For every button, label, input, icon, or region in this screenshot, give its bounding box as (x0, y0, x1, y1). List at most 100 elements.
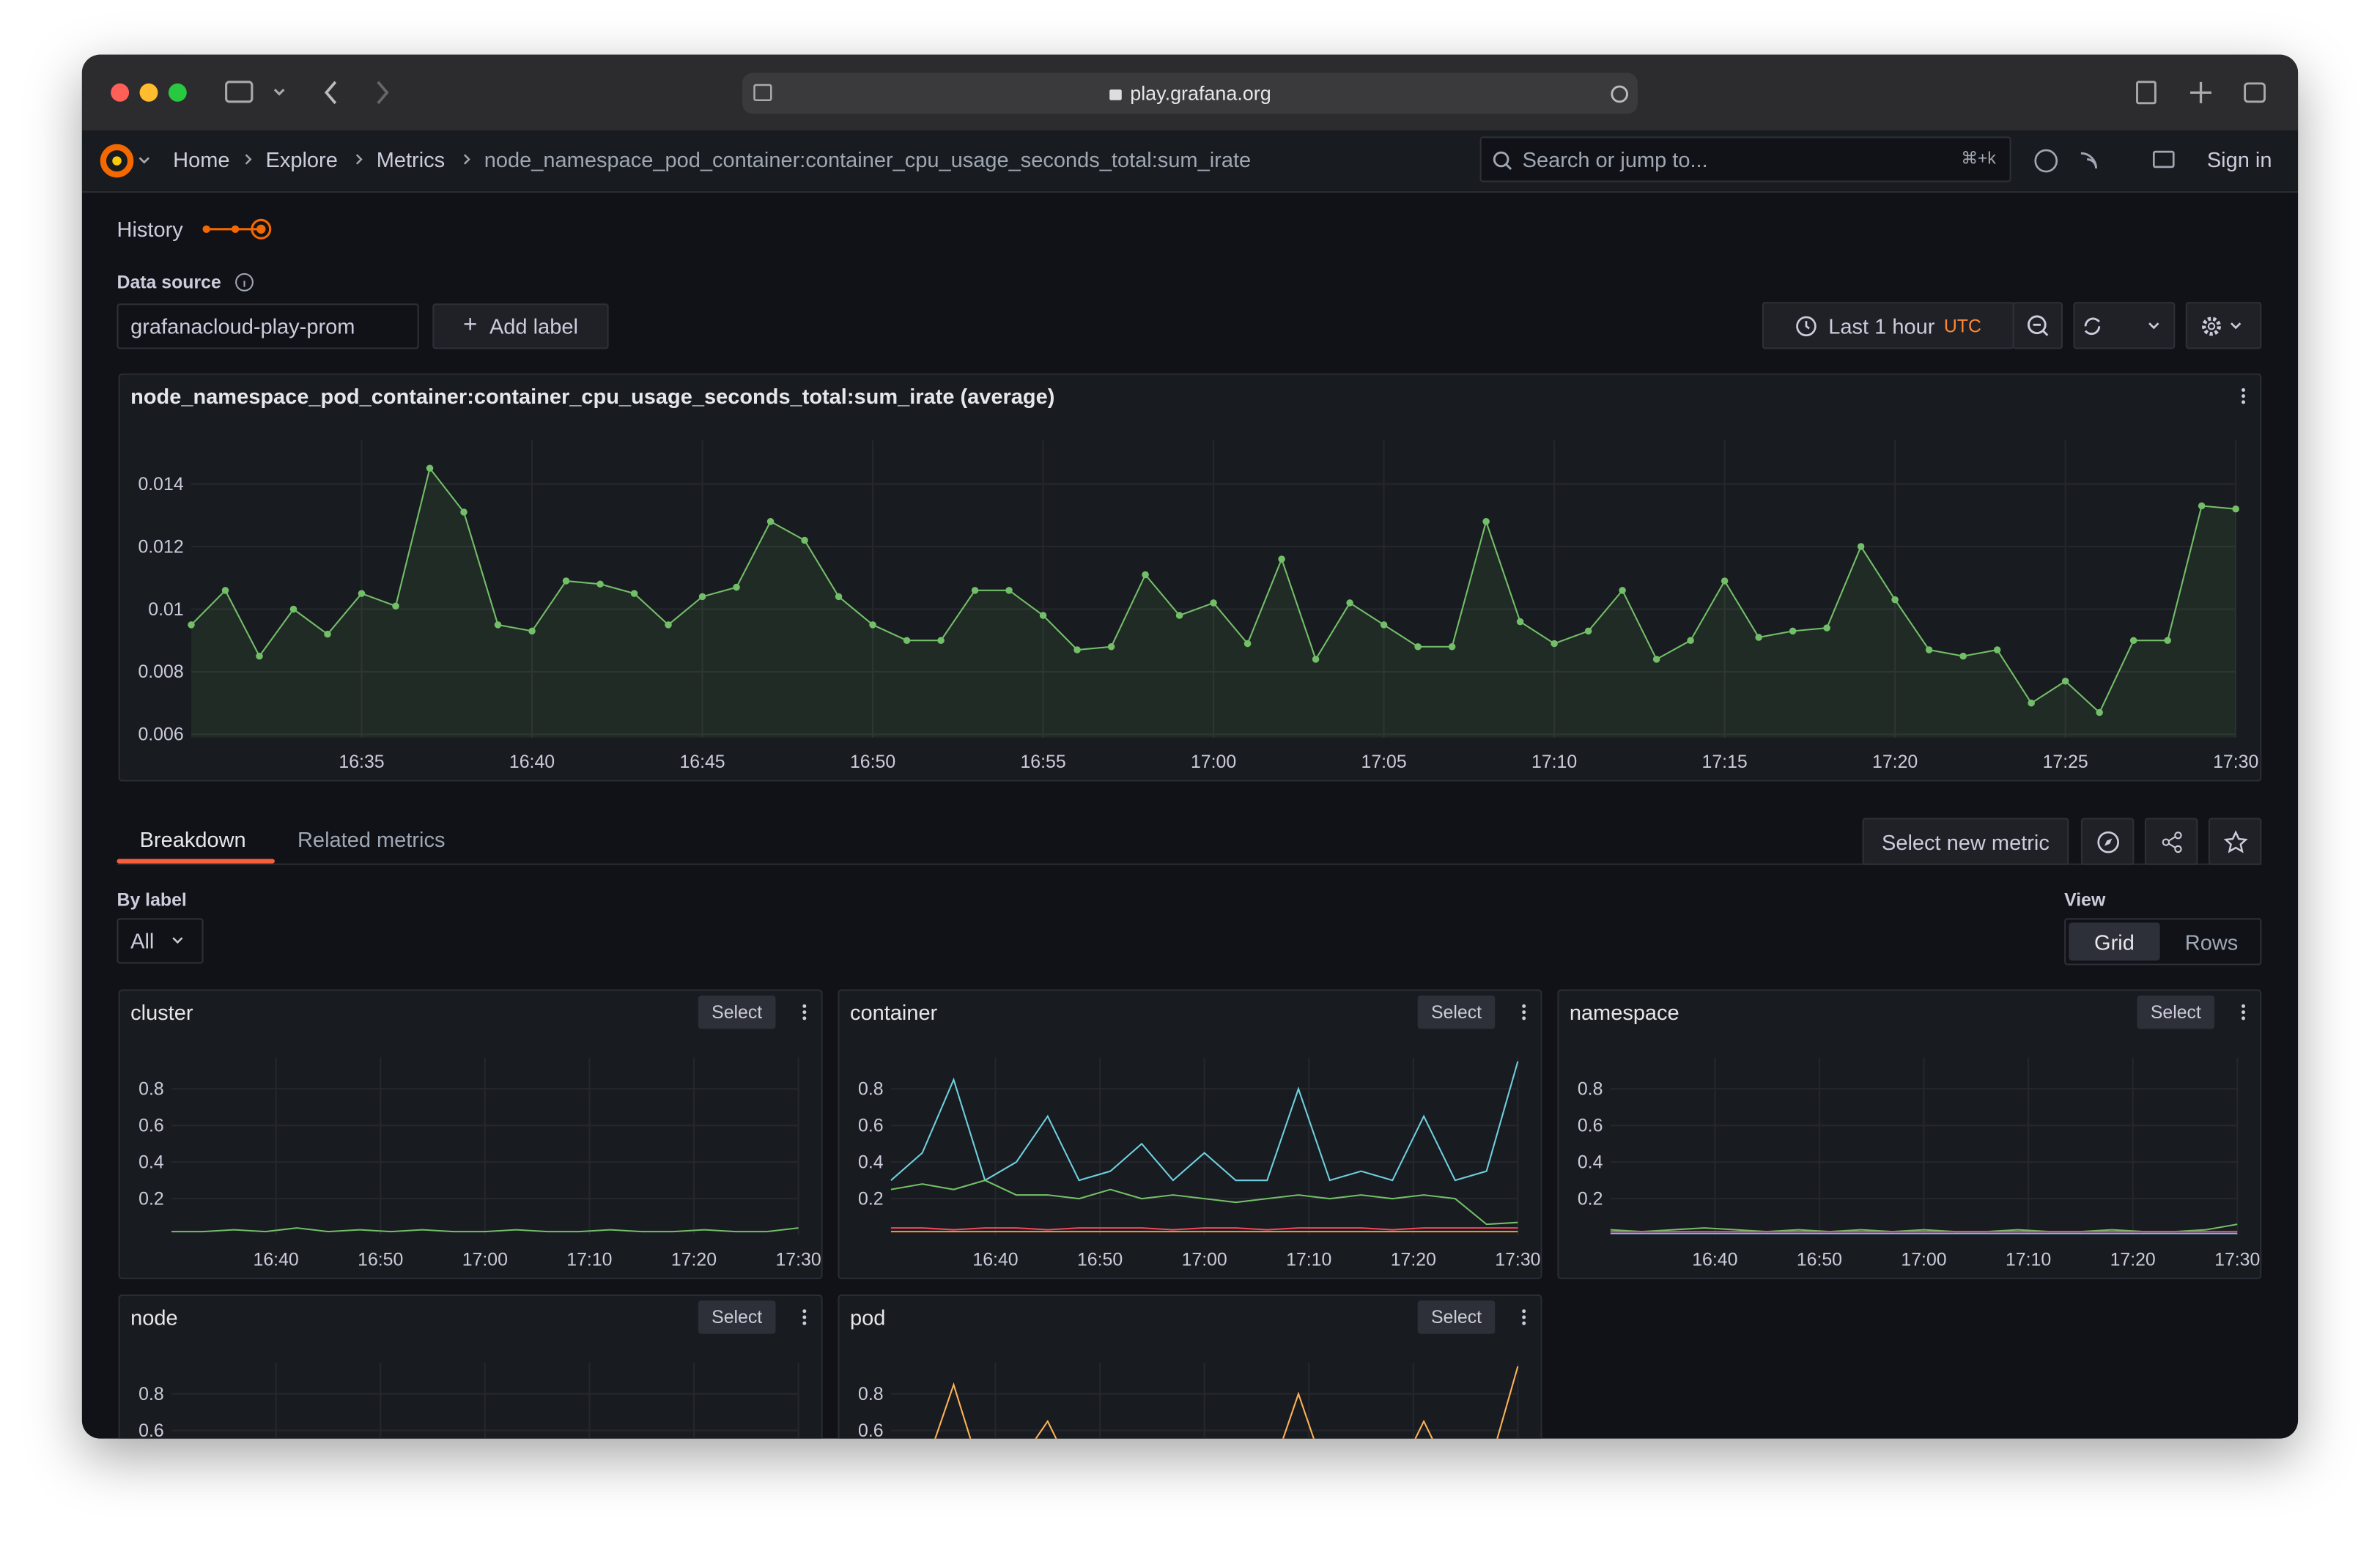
by-label-select[interactable]: All (117, 918, 203, 963)
data-point (1414, 643, 1422, 651)
sidebar-icon[interactable] (226, 82, 252, 102)
select-button-text[interactable]: Select (1431, 1308, 1482, 1327)
data-point (1619, 587, 1626, 594)
tab-active[interactable]: Breakdown (140, 827, 246, 851)
zoom-button[interactable] (169, 84, 187, 102)
menu-dot[interactable] (802, 1004, 806, 1008)
panel-background (119, 990, 822, 1279)
new-tab-icon[interactable] (2190, 82, 2211, 103)
tabs-icon[interactable] (2245, 84, 2265, 102)
star-icon (2223, 829, 2247, 853)
panel: clusterSelect0.20.40.60.816:4016:5017:00… (119, 990, 823, 1280)
menu-dot[interactable] (2242, 1016, 2245, 1020)
data-point (1210, 599, 1217, 607)
kiosk-icon[interactable] (2154, 152, 2173, 167)
select-button-text[interactable]: Select (2151, 1003, 2201, 1023)
menu-dot[interactable] (2242, 388, 2245, 392)
menu-dot[interactable] (1522, 1309, 1526, 1313)
share-icon[interactable] (2137, 82, 2156, 103)
share-button[interactable] (2145, 818, 2198, 864)
data-point (2164, 637, 2171, 644)
menu-dot[interactable] (1522, 1010, 1526, 1014)
data-point (358, 590, 366, 597)
zoom-out-button[interactable] (2013, 302, 2063, 349)
bookmark-button[interactable] (2209, 818, 2261, 864)
time-range: Last 1 hour (1828, 314, 1934, 338)
x-tick-label: 16:50 (850, 752, 895, 772)
y-tick-label: 0.6 (1578, 1116, 1603, 1136)
menu-dot[interactable] (2242, 1010, 2245, 1014)
data-point (1142, 571, 1149, 579)
data-point (699, 593, 706, 601)
menu-dot[interactable] (1522, 1315, 1526, 1319)
sign-in[interactable]: Sign in (2207, 147, 2272, 171)
select-button-text[interactable]: Select (712, 1308, 762, 1327)
panel: podSelect0.20.40.60.816:4016:5017:0017:1… (838, 1295, 1542, 1439)
history-label: History (117, 217, 182, 241)
news-icon[interactable] (2081, 153, 2096, 168)
select-button-text[interactable]: Select (1431, 1003, 1482, 1023)
y-tick-label: 0.2 (138, 1189, 164, 1209)
menu-dot[interactable] (1522, 1322, 1526, 1325)
select-button-text[interactable]: Select (712, 1003, 762, 1023)
sidebar-menu[interactable] (275, 89, 284, 94)
menu-dot[interactable] (802, 1315, 806, 1319)
search-box[interactable]: Search or jump to... ⌘+k (1480, 136, 2011, 182)
menu-dot[interactable] (2242, 400, 2245, 404)
explore-button[interactable] (2081, 818, 2134, 864)
select-new-metric[interactable]: Select new metric (1863, 818, 2069, 864)
by-label-value: All (130, 929, 154, 953)
menu-dot[interactable] (1522, 1016, 1526, 1020)
data-point (2096, 709, 2103, 716)
forward-button[interactable] (378, 82, 387, 103)
refresh-button[interactable] (2074, 302, 2176, 349)
data-point (767, 518, 775, 525)
x-tick-label: 17:10 (566, 1251, 612, 1270)
menu-dot[interactable] (802, 1016, 806, 1020)
tab[interactable]: Related metrics (298, 827, 445, 851)
menu-dot[interactable] (802, 1322, 806, 1325)
data-point (1482, 518, 1490, 525)
menu-dot[interactable] (1522, 1004, 1526, 1008)
menu-dot[interactable] (802, 1010, 806, 1014)
data-point (1653, 656, 1660, 663)
minimize-button[interactable] (140, 84, 158, 102)
view-option-active[interactable]: Grid (2069, 922, 2159, 960)
help-icon[interactable] (2036, 150, 2057, 171)
time-picker[interactable]: Last 1 hour UTC (1762, 302, 2014, 349)
menu-dot[interactable] (2242, 1004, 2245, 1008)
data-point (1721, 577, 1729, 585)
data-point (1005, 587, 1013, 594)
x-tick-label: 17:30 (2214, 1251, 2260, 1270)
close-button[interactable] (111, 84, 129, 102)
data-point (2130, 637, 2137, 644)
back-button[interactable] (326, 82, 335, 103)
menu-dot[interactable] (2242, 394, 2245, 398)
x-tick-label: 17:20 (671, 1251, 717, 1270)
y-tick-label: 0.014 (138, 475, 183, 495)
add-label-button[interactable]: +Add label (432, 303, 608, 349)
data-point (2198, 503, 2206, 510)
compass-icon (2096, 829, 2120, 853)
data-point (1926, 646, 1933, 653)
view-option[interactable]: Rows (2163, 922, 2261, 960)
data-point (290, 606, 298, 613)
gear-icon (2199, 314, 2247, 338)
data-point (1176, 612, 1183, 619)
x-tick-label: 16:35 (339, 752, 384, 772)
data-point (733, 584, 740, 591)
history-toggle[interactable] (200, 215, 276, 242)
lock-icon (1109, 89, 1122, 100)
y-tick-label: 0.01 (148, 600, 183, 620)
data-point (2232, 505, 2239, 513)
data-source-select[interactable]: grafanacloud-play-prom (117, 303, 418, 349)
data-point (2062, 678, 2069, 685)
data-point (1959, 653, 1967, 660)
y-tick-label: 0.6 (138, 1421, 164, 1439)
menu-dot[interactable] (802, 1309, 806, 1313)
settings-button[interactable] (2186, 302, 2262, 349)
x-tick-label: 17:30 (2213, 752, 2258, 772)
data-point (1994, 646, 2001, 653)
data-point (869, 621, 876, 629)
data-point (1449, 643, 1456, 651)
